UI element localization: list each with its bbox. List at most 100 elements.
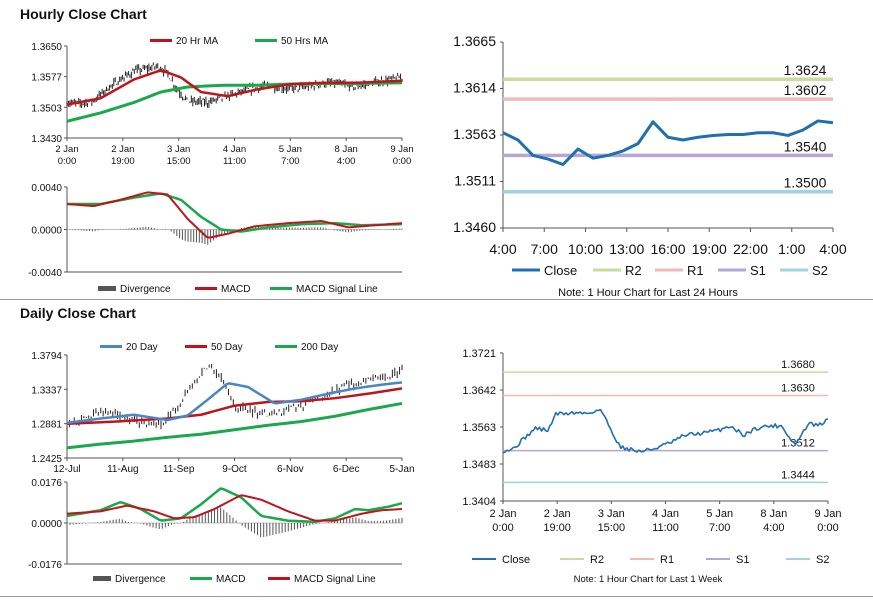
hourly-legend-signal-label: MACD Signal Line	[296, 284, 378, 295]
daily-close-line	[502, 408, 829, 454]
daily-levels-legend-label: S2	[816, 554, 829, 566]
hourly-levels-legend-label: R2	[625, 263, 642, 278]
daily-levels-legend-label: Close	[502, 554, 530, 566]
hourly-levels-xtick-label: 4:00	[489, 241, 516, 257]
hourly-price-xtick-label: 0:00	[58, 156, 77, 167]
daily-price-xtick-label: 12-Jul	[53, 464, 80, 475]
daily-price-xtick-label: 11-Aug	[107, 464, 139, 475]
daily-levels-xtick-label: 11:00	[652, 522, 679, 534]
daily-ma50-line	[66, 387, 403, 426]
daily-levels-xtick-label: 5 Jan	[706, 508, 733, 520]
hourly-macd-ytick-label: 0.0040	[31, 183, 62, 194]
daily-levels-legend-label: R2	[590, 554, 604, 566]
hourly-levels-xtick-label: 19:00	[692, 241, 727, 257]
hourly-levels-ytick-label: 1.3563	[453, 126, 496, 142]
daily-section-title: Daily Close Chart	[20, 305, 136, 321]
daily-legend-ma50-label: 50 Day	[211, 342, 243, 353]
daily-macd-ytick-label: -0.0176	[28, 560, 62, 571]
hourly-price-ytick-label: 1.3503	[31, 103, 62, 114]
hourly-levels-legend-label: S2	[812, 263, 828, 278]
hourly-signal-line	[67, 192, 403, 233]
bottom-divider	[0, 596, 873, 597]
daily-levels-xtick-label: 2 Jan	[490, 508, 517, 520]
daily-levels-ytick-label: 1.3483	[462, 459, 496, 471]
hourly-price-xtick-label: 8 Jan	[335, 144, 358, 155]
hourly-levels-xtick-label: 16:00	[650, 241, 685, 257]
daily-price-xtick-label: 9-Oct	[222, 464, 247, 475]
level-s2-label: 1.3500	[784, 175, 827, 191]
hourly-legend-divergence-swatch	[98, 286, 116, 291]
hourly-levels-legend-label: R1	[687, 263, 704, 278]
level-r2-label: 1.3680	[781, 359, 815, 371]
hourly-levels-legend-label: Close	[544, 263, 577, 278]
hourly-legend-ma50-label: 50 Hrs MA	[281, 36, 329, 47]
hourly-levels-note: Note: 1 Hour Chart for Last 24 Hours	[558, 287, 738, 299]
daily-price-ytick-label: 1.3794	[31, 351, 62, 362]
hourly-section-title: Hourly Close Chart	[20, 6, 147, 22]
hourly-levels-xtick-label: 10:00	[568, 241, 603, 257]
hourly-macd-ytick-label: -0.0040	[28, 268, 62, 279]
level-s2-label: 1.3444	[781, 469, 815, 481]
hourly-legend-macd-label: MACD	[221, 284, 250, 295]
daily-levels-xtick-label: 7:00	[709, 522, 730, 534]
daily-levels-xtick-label: 8 Jan	[760, 508, 787, 520]
daily-macd-ytick-label: 0.0000	[31, 519, 62, 530]
hourly-legend-ma20-label: 20 Hr MA	[176, 36, 219, 47]
daily-levels-xtick-label: 15:00	[598, 522, 626, 534]
daily-levels-ytick-label: 1.3721	[462, 348, 496, 360]
daily-levels-ytick-label: 1.3563	[462, 422, 496, 434]
hourly-macd-line	[66, 191, 403, 239]
level-r1-label: 1.3602	[784, 82, 827, 98]
hourly-price-xtick-label: 15:00	[167, 156, 191, 167]
hourly-legend-divergence-label: Divergence	[120, 284, 171, 295]
hourly-price-xtick-label: 11:00	[223, 156, 246, 167]
daily-levels-legend-label: R1	[660, 554, 674, 566]
daily-legend-macd-label: MACD	[216, 574, 245, 585]
hourly-price-ytick-label: 1.3430	[31, 134, 62, 145]
hourly-price-xtick-label: 3 Jan	[167, 144, 190, 155]
hourly-price-ytick-label: 1.3577	[31, 73, 62, 84]
hourly-macd-ytick-label: 0.0000	[31, 226, 62, 237]
daily-levels-legend-label: S1	[736, 554, 749, 566]
hourly-levels-ytick-label: 1.3665	[453, 33, 496, 49]
daily-price-ytick-label: 1.2425	[31, 454, 62, 465]
hourly-price-xtick-label: 7:00	[281, 156, 300, 167]
daily-price-ytick-label: 1.3337	[31, 385, 62, 396]
daily-price-xtick-label: 6-Nov	[277, 464, 304, 475]
hourly-levels-legend-label: S1	[750, 263, 766, 278]
hourly-ma20-line	[66, 69, 403, 106]
daily-price-xtick-label: 6-Dec	[333, 464, 360, 475]
hourly-price-xtick-label: 9 Jan	[390, 144, 413, 155]
hourly-levels-xtick-label: 7:00	[531, 241, 558, 257]
hourly-price-xtick-label: 4 Jan	[223, 144, 246, 155]
daily-levels-xtick-label: 4 Jan	[652, 508, 679, 520]
hourly-levels-xtick-label: 1:00	[778, 241, 805, 257]
daily-price-ytick-label: 1.2881	[31, 420, 62, 431]
daily-legend-divergence-swatch	[93, 576, 111, 581]
daily-legend-divergence-label: Divergence	[115, 574, 166, 585]
hourly-levels-xtick-label: 13:00	[609, 241, 644, 257]
hourly-levels-xtick-label: 22:00	[733, 241, 768, 257]
hourly-levels-xtick-label: 4:00	[819, 241, 846, 257]
daily-macd-ytick-label: 0.0176	[31, 478, 62, 489]
hourly-price-xtick-label: 2 Jan	[55, 144, 78, 155]
level-s1-label: 1.3512	[781, 438, 815, 450]
daily-ma200-line	[66, 401, 403, 450]
daily-levels-xtick-label: 9 Jan	[815, 508, 842, 520]
hourly-price-ytick-label: 1.3650	[31, 42, 62, 53]
daily-price-xtick-label: 5-Jan	[389, 464, 414, 475]
daily-levels-ytick-label: 1.3642	[462, 385, 496, 397]
hourly-price-xtick-label: 2 Jan	[111, 144, 134, 155]
daily-levels-xtick-label: 3 Jan	[598, 508, 625, 520]
level-s1-label: 1.3540	[784, 138, 827, 154]
daily-legend-ma20-label: 20 Day	[126, 342, 158, 353]
daily-signal-line	[66, 494, 403, 522]
daily-legend-ma200-label: 200 Day	[301, 342, 338, 353]
daily-levels-note: Note: 1 Hour Chart for Last 1 Week	[574, 574, 723, 585]
hourly-price-xtick-label: 0:00	[393, 156, 412, 167]
daily-price-xtick-label: 11-Sep	[163, 464, 195, 475]
hourly-price-xtick-label: 4:00	[337, 156, 356, 167]
hourly-price-xtick-label: 19:00	[111, 156, 135, 167]
hourly-close-line	[502, 119, 834, 166]
